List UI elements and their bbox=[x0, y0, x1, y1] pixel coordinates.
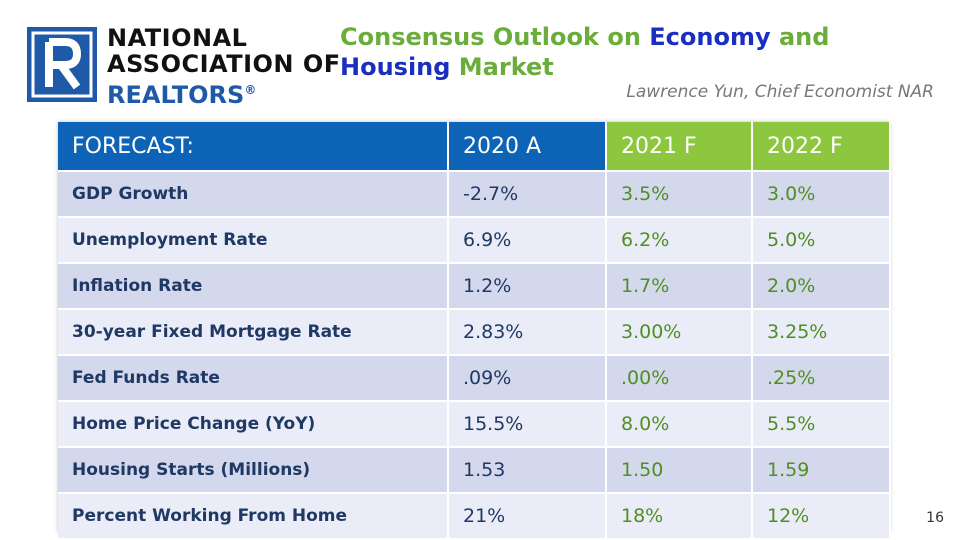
logo-line-2: ASSOCIATION OF bbox=[107, 50, 341, 78]
value-2021: 6.2% bbox=[606, 216, 753, 263]
header-2021-forecast: 2021 F bbox=[606, 122, 753, 171]
header-2020-actual: 2020 A bbox=[448, 122, 607, 171]
value-2022: 2.0% bbox=[752, 262, 891, 309]
value-2022: 3.0% bbox=[752, 170, 891, 217]
logo-wordmark: NATIONAL ASSOCIATION OF REALTORS® bbox=[107, 25, 341, 108]
value-2021: 1.7% bbox=[606, 262, 753, 309]
value-2022: 3.25% bbox=[752, 308, 891, 355]
slide-title: Consensus Outlook on Economy and Housing… bbox=[340, 23, 830, 81]
table-row: Home Price Change (YoY) 15.5% 8.0% 5.5% bbox=[58, 400, 891, 447]
value-2022: 1.59 bbox=[752, 446, 891, 493]
value-2021: 1.50 bbox=[606, 446, 753, 493]
value-2020: 21% bbox=[448, 492, 607, 538]
row-label: Fed Funds Rate bbox=[58, 354, 449, 401]
value-2022: .25% bbox=[752, 354, 891, 401]
value-2021: 8.0% bbox=[606, 400, 753, 447]
row-label: GDP Growth bbox=[58, 170, 449, 217]
table-row: GDP Growth -2.7% 3.5% 3.0% bbox=[58, 170, 891, 217]
row-label: Inflation Rate bbox=[58, 262, 449, 309]
logo-line-3: REALTORS® bbox=[107, 81, 257, 109]
table-row: Unemployment Rate 6.9% 6.2% 5.0% bbox=[58, 216, 891, 263]
value-2022: 5.5% bbox=[752, 400, 891, 447]
table-row: Housing Starts (Millions) 1.53 1.50 1.59 bbox=[58, 446, 891, 493]
table-row: 30-year Fixed Mortgage Rate 2.83% 3.00% … bbox=[58, 308, 891, 355]
row-label: Housing Starts (Millions) bbox=[58, 446, 449, 493]
header-2022-forecast: 2022 F bbox=[752, 122, 891, 171]
value-2021: 18% bbox=[606, 492, 753, 538]
row-label: Percent Working From Home bbox=[58, 492, 449, 538]
value-2021: .00% bbox=[606, 354, 753, 401]
row-label: 30-year Fixed Mortgage Rate bbox=[58, 308, 449, 355]
forecast-table: FORECAST: 2020 A 2021 F 2022 F GDP Growt… bbox=[58, 122, 891, 538]
table-header-row: FORECAST: 2020 A 2021 F 2022 F bbox=[58, 122, 891, 171]
value-2022: 5.0% bbox=[752, 216, 891, 263]
realtor-r-block-logo-icon bbox=[27, 27, 97, 102]
value-2020: 2.83% bbox=[448, 308, 607, 355]
nar-logo: NATIONAL ASSOCIATION OF REALTORS® bbox=[27, 25, 357, 108]
value-2020: .09% bbox=[448, 354, 607, 401]
row-label: Home Price Change (YoY) bbox=[58, 400, 449, 447]
value-2020: 6.9% bbox=[448, 216, 607, 263]
value-2022: 12% bbox=[752, 492, 891, 538]
value-2021: 3.5% bbox=[606, 170, 753, 217]
table-row: Inflation Rate 1.2% 1.7% 2.0% bbox=[58, 262, 891, 309]
slide-subtitle: Lawrence Yun, Chief Economist NAR bbox=[626, 82, 934, 102]
row-label: Unemployment Rate bbox=[58, 216, 449, 263]
table-row: Percent Working From Home 21% 18% 12% bbox=[58, 492, 891, 538]
table-row: Fed Funds Rate .09% .00% .25% bbox=[58, 354, 891, 401]
value-2020: 15.5% bbox=[448, 400, 607, 447]
value-2020: 1.53 bbox=[448, 446, 607, 493]
value-2021: 3.00% bbox=[606, 308, 753, 355]
value-2020: 1.2% bbox=[448, 262, 607, 309]
header-forecast: FORECAST: bbox=[58, 122, 449, 171]
logo-line-1: NATIONAL bbox=[107, 24, 248, 52]
page-number: 16 bbox=[926, 510, 944, 526]
value-2020: -2.7% bbox=[448, 170, 607, 217]
